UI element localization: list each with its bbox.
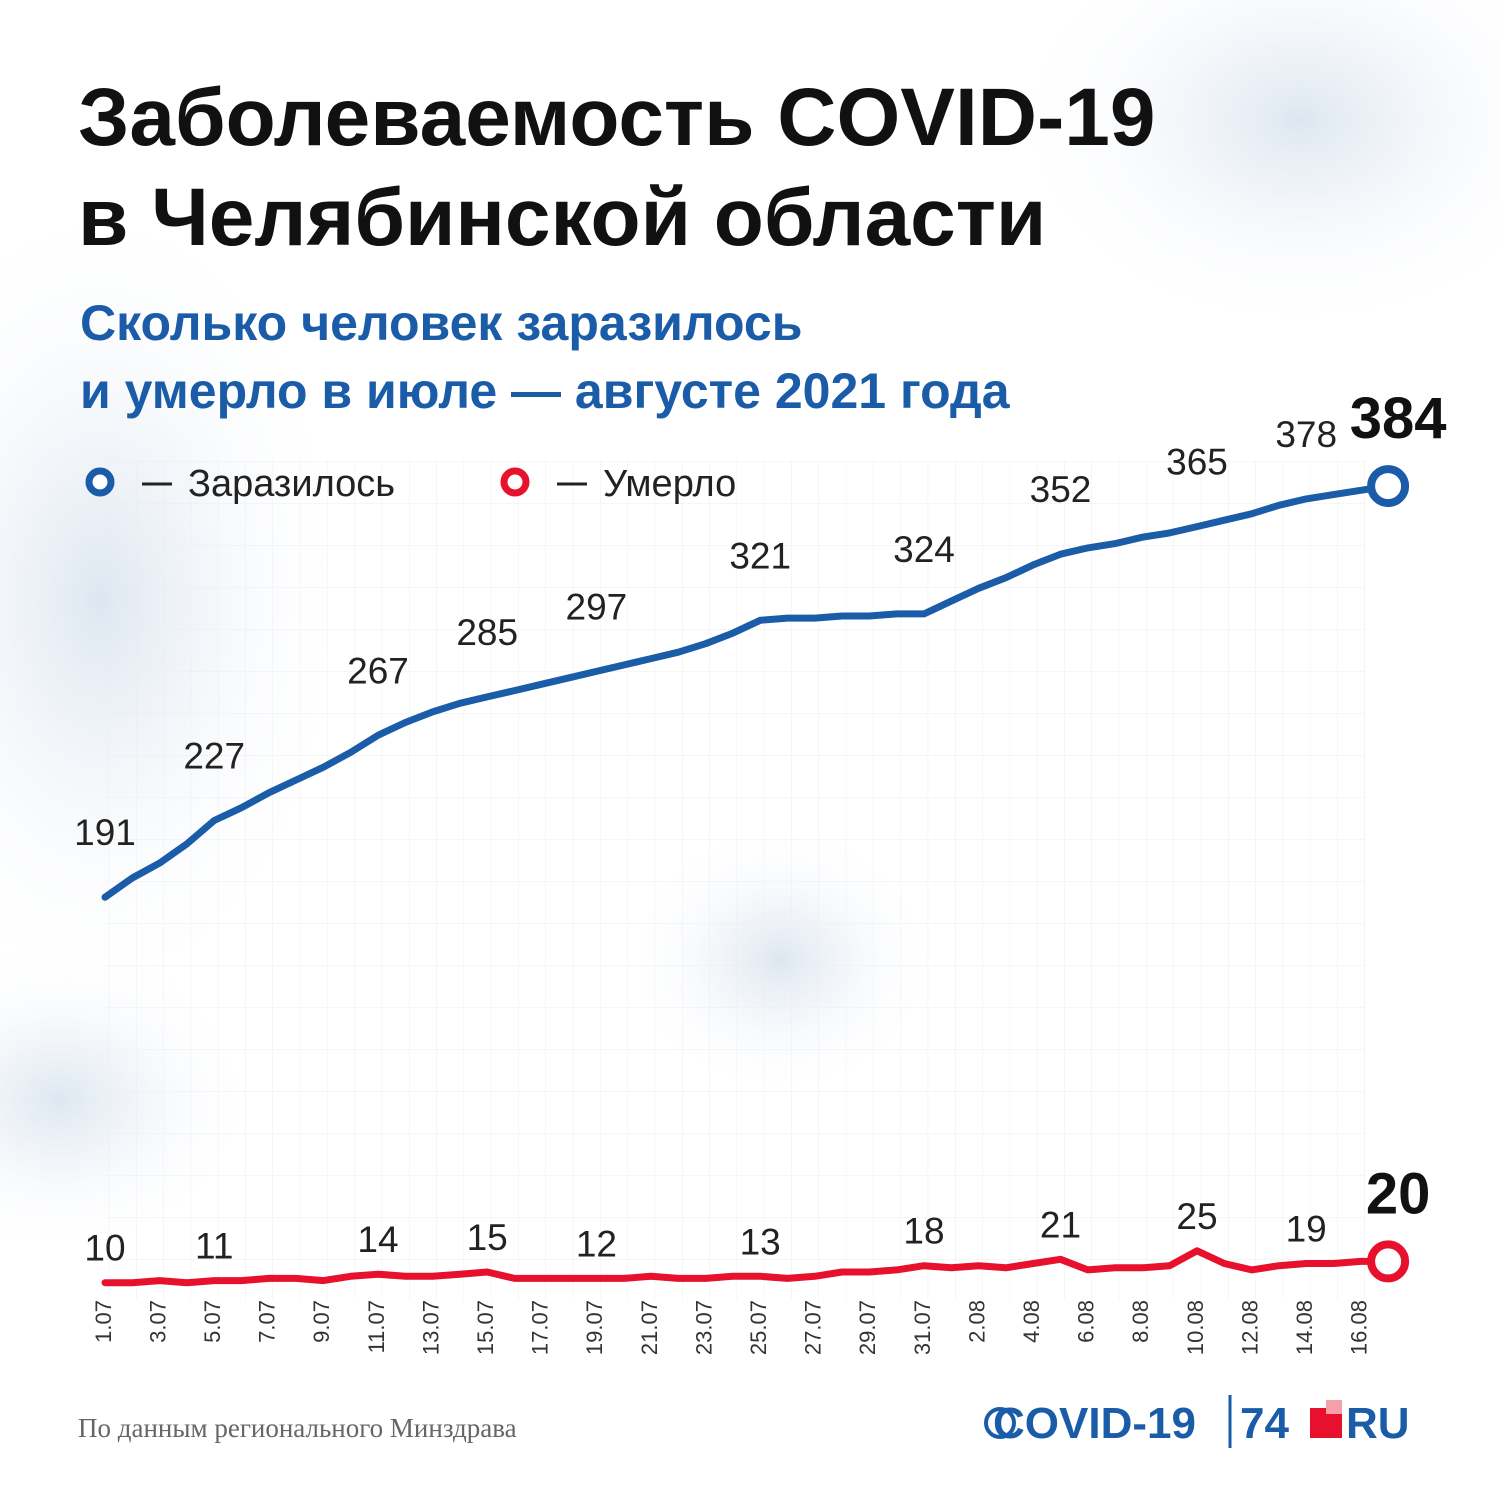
x-tick-label: 31.07 — [910, 1300, 935, 1355]
chart-title: Заболеваемость COVID-19 — [78, 72, 1156, 163]
x-tick-label: 15.07 — [473, 1300, 498, 1355]
x-tick-label: 27.07 — [801, 1300, 826, 1355]
legend-label: Умерло — [603, 463, 736, 505]
series-line — [101, 482, 1392, 901]
x-tick-label: 9.07 — [309, 1300, 334, 1343]
series-line — [101, 1247, 1392, 1287]
data-label: 227 — [183, 735, 245, 776]
data-label: 18 — [903, 1211, 944, 1252]
x-tick-label: 8.08 — [1128, 1300, 1153, 1343]
x-tick-label: 17.07 — [528, 1300, 553, 1355]
x-tick-label: 19.07 — [582, 1300, 607, 1355]
x-tick-label: 6.08 — [1074, 1300, 1099, 1343]
x-tick-label: 3.07 — [145, 1300, 170, 1343]
x-tick-label: 10.08 — [1183, 1300, 1208, 1355]
source: По данным регионального Минздрава — [78, 1413, 517, 1443]
x-tick-label: 23.07 — [691, 1300, 716, 1355]
x-tick-label: 4.08 — [1019, 1300, 1044, 1343]
data-label: 25 — [1176, 1196, 1217, 1237]
chart-title: в Челябинской области — [78, 172, 1046, 263]
x-tick-label: 11.07 — [364, 1300, 389, 1353]
data-label: 285 — [456, 612, 518, 653]
end-marker — [1367, 1240, 1410, 1283]
legend-marker — [85, 467, 115, 497]
x-tick-label: 14.08 — [1292, 1300, 1317, 1355]
chart-subtitle: Сколько человек заразилось — [80, 295, 802, 351]
legend-marker — [500, 467, 530, 497]
legend-label: Заразилось — [188, 463, 395, 505]
data-label: 19 — [1286, 1209, 1327, 1250]
x-tick-label: 16.08 — [1347, 1300, 1372, 1355]
x-tick-label: 21.07 — [637, 1300, 662, 1355]
x-tick-label: 5.07 — [200, 1300, 225, 1343]
x-tick-label: 1.07 — [91, 1300, 116, 1343]
logo-number: 74 — [1240, 1399, 1289, 1448]
logo-suffix: RU — [1346, 1399, 1410, 1448]
logo: COVID-19 74 RU — [984, 1395, 1410, 1448]
data-label: 321 — [729, 535, 791, 576]
x-tick-label: 7.07 — [255, 1300, 280, 1343]
data-label: 352 — [1030, 469, 1092, 510]
data-label: 324 — [893, 529, 955, 570]
background — [0, 0, 1500, 1300]
logo-text: COVID-19 — [993, 1399, 1196, 1448]
data-label: 14 — [357, 1219, 398, 1260]
x-tick-label: 13.07 — [418, 1300, 443, 1355]
x-tick-label: 29.07 — [855, 1300, 880, 1355]
data-label: 384 — [1350, 386, 1447, 451]
data-label: 20 — [1366, 1161, 1431, 1226]
data-label: 12 — [576, 1223, 617, 1264]
data-label: 13 — [740, 1221, 781, 1262]
data-label: 191 — [74, 812, 136, 853]
data-label: 15 — [467, 1217, 508, 1258]
end-marker — [1367, 465, 1410, 508]
data-label: 21 — [1040, 1204, 1081, 1245]
data-label: 365 — [1166, 442, 1228, 483]
x-tick-label: 12.08 — [1237, 1300, 1262, 1355]
x-tick-label: 25.07 — [746, 1300, 771, 1355]
chart-subtitle: и умерло в июле — августе 2021 года — [80, 363, 1011, 419]
data-label: 378 — [1275, 414, 1337, 455]
data-label: 10 — [84, 1228, 125, 1269]
data-label: 11 — [195, 1226, 233, 1267]
data-label: 297 — [566, 586, 628, 627]
x-tick-label: 2.08 — [964, 1300, 989, 1343]
data-label: 267 — [347, 650, 409, 691]
